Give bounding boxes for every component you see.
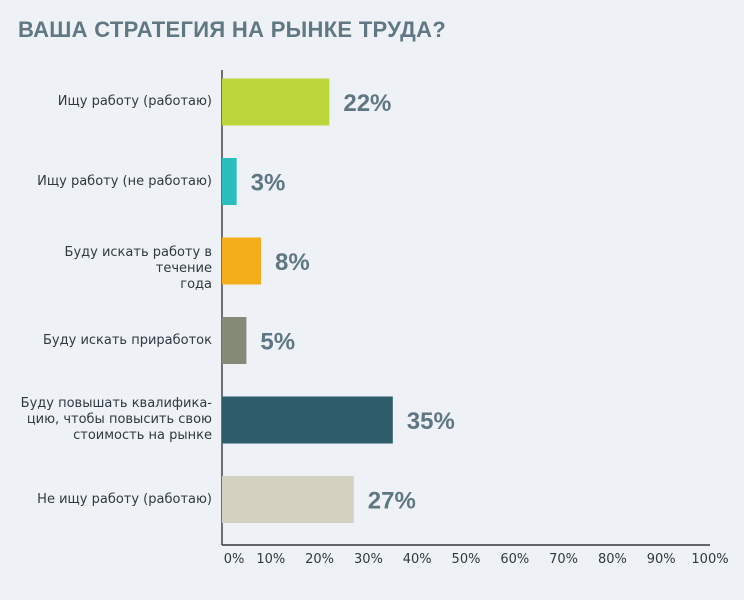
x-tick-label: 80% [598, 552, 627, 567]
x-tick-label: 40% [403, 552, 432, 567]
category-label: Буду повышать квалифика- цию, чтобы повы… [20, 396, 212, 443]
bar [222, 78, 330, 126]
data-label: 8% [275, 249, 310, 276]
data-label: 35% [407, 408, 455, 435]
category-label: Ищу работу (работаю) [57, 94, 212, 109]
x-tick-label: 20% [305, 552, 334, 567]
data-label: 22% [343, 90, 391, 117]
bar [222, 317, 247, 364]
x-tick-label: 50% [452, 552, 481, 567]
bar [222, 158, 237, 205]
x-tick-label: 70% [549, 552, 578, 567]
data-label: 3% [251, 170, 286, 197]
x-tick-label: 100% [691, 552, 728, 567]
category-label: Ищу работу (не работаю) [37, 173, 212, 189]
category-label: Не ищу работу (работаю) [37, 491, 212, 507]
chart-title: ВАША СТРАТЕГИЯ НА РЫНКЕ ТРУДА? [18, 17, 447, 42]
x-tick-label: 10% [256, 552, 285, 567]
x-tick-label: 0% [224, 552, 245, 567]
x-tick-label: 90% [647, 552, 676, 567]
data-label: 27% [368, 488, 416, 515]
category-label: Буду искать работу в течение года [64, 245, 212, 292]
bar [222, 396, 393, 444]
x-tick-label: 30% [354, 552, 383, 567]
bar [222, 476, 354, 523]
bar [222, 237, 262, 285]
category-label: Буду искать приработок [43, 332, 212, 348]
data-label: 5% [260, 329, 295, 356]
x-tick-label: 60% [500, 552, 529, 567]
